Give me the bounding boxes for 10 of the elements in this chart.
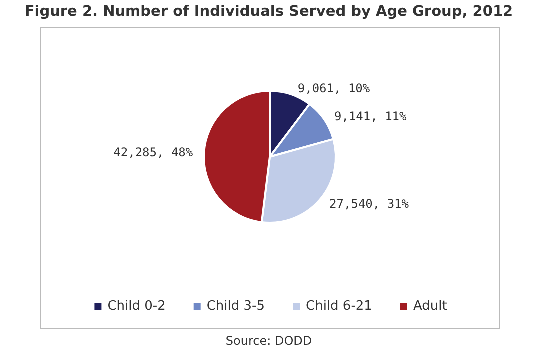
- data-label: 27,540, 31%: [330, 197, 410, 212]
- data-label: 9,141, 11%: [334, 109, 408, 124]
- legend-label: Child 6-21: [306, 299, 372, 314]
- chart-title: Figure 2. Number of Individuals Served by Age Group, 2012: [24, 4, 514, 20]
- legend-label: Adult: [413, 299, 448, 314]
- legend-label: Child 0-2: [108, 299, 166, 314]
- data-label: 9,061, 10%: [298, 82, 371, 96]
- legend-label: Child 3-5: [206, 299, 266, 314]
- data-label: 42,285, 48%: [114, 146, 194, 160]
- source-note: Source: DODD: [224, 334, 314, 348]
